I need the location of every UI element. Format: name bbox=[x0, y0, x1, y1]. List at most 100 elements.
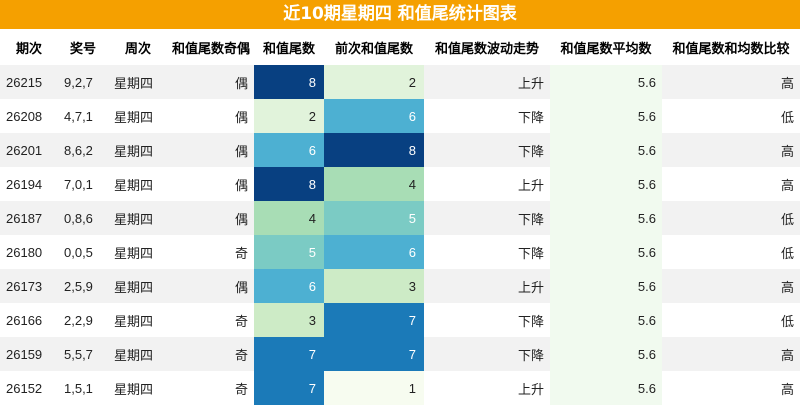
table-row: 26194 7,0,1 星期四 偶 8 4 上升 5.6 高 bbox=[0, 167, 800, 201]
table-body: 26215 9,2,7 星期四偶 8 2 上升 5.6 高 26208 4,7,1 星期四偶 2 6 下降… bbox=[0, 65, 800, 405]
col-header-parity: 和值尾数奇偶 bbox=[168, 29, 254, 65]
cell-numbers: 9,2,7 bbox=[58, 65, 108, 99]
cell-weekday: 星期四 bbox=[108, 201, 168, 235]
table-row: 26187 0,8,6 星期四偶 4 5 下降 5.6 低 bbox=[0, 201, 800, 235]
cell-avg: 5.6 bbox=[550, 337, 662, 371]
cell-period: 26159 bbox=[0, 337, 58, 371]
cell-numbers: 1,5,1 bbox=[64, 380, 93, 396]
cell-weekday: 星期四 bbox=[114, 313, 154, 329]
cell-avg: 5.6 bbox=[550, 201, 662, 235]
col-header-prev-tail: 前次和值尾数 bbox=[324, 29, 424, 65]
cell-parity: 奇 bbox=[234, 381, 248, 397]
cell-numbers: 2,5,9 bbox=[58, 269, 108, 303]
cell-trend: 上升 bbox=[424, 65, 550, 99]
cell-period: 26180 bbox=[6, 244, 43, 260]
cell-weekday: 星期四 bbox=[114, 245, 154, 261]
cell-parity: 奇 bbox=[234, 313, 248, 329]
cell-numbers: 0,0,5 bbox=[64, 244, 93, 260]
cell-prev-tail: 6 bbox=[324, 235, 424, 269]
cell-period: 26194 bbox=[6, 176, 43, 192]
cell-trend: 上升 bbox=[517, 177, 544, 193]
cell-period: 26173 bbox=[0, 269, 58, 303]
cell-avg: 5.6 bbox=[550, 99, 662, 133]
cell-period: 26152 bbox=[6, 380, 43, 396]
cell-weekday: 星期四 bbox=[108, 337, 168, 371]
cell-avg: 5.6 bbox=[550, 167, 662, 201]
cell-compare: 高 bbox=[662, 337, 800, 371]
cell-numbers: 0,8,6 bbox=[58, 201, 108, 235]
cell-compare: 高 bbox=[780, 177, 794, 193]
cell-period: 26201 bbox=[0, 133, 58, 167]
cell-weekday: 星期四 bbox=[114, 381, 154, 397]
cell-prev-tail: 2 bbox=[324, 65, 424, 99]
table-row: 26166 2,2,9 星期四 奇 3 7 下降 5.6 低 bbox=[0, 303, 800, 337]
cell-prev-tail: 1 bbox=[324, 371, 424, 405]
col-header-tail: 和值尾数 bbox=[254, 29, 324, 65]
cell-tail: 6 bbox=[254, 133, 324, 167]
table-row: 26208 4,7,1 星期四 偶 2 6 下降 5.6 低 bbox=[0, 99, 800, 133]
cell-trend: 下降 bbox=[517, 109, 544, 125]
cell-compare: 低 bbox=[780, 245, 794, 261]
cell-parity: 偶 bbox=[168, 65, 254, 99]
cell-numbers: 7,0,1 bbox=[64, 176, 93, 192]
cell-compare: 低 bbox=[780, 313, 794, 329]
cell-trend: 下降 bbox=[424, 201, 550, 235]
table-row: 26152 1,5,1 星期四 奇 7 1 上升 5.6 高 bbox=[0, 371, 800, 405]
cell-weekday: 星期四 bbox=[114, 109, 154, 125]
cell-parity: 奇 bbox=[234, 245, 248, 261]
cell-tail: 7 bbox=[254, 371, 324, 405]
cell-prev-tail: 7 bbox=[324, 337, 424, 371]
table-row: 26173 2,5,9 星期四偶 6 3 上升 5.6 高 bbox=[0, 269, 800, 303]
cell-tail: 6 bbox=[254, 269, 324, 303]
cell-trend: 上升 bbox=[517, 381, 544, 397]
col-header-period: 期次 bbox=[0, 29, 58, 65]
cell-weekday: 星期四 bbox=[108, 65, 168, 99]
cell-period: 26208 bbox=[6, 108, 43, 124]
cell-avg: 5.6 bbox=[550, 269, 662, 303]
cell-avg: 5.6 bbox=[550, 235, 662, 269]
cell-prev-tail: 7 bbox=[324, 303, 424, 337]
cell-numbers: 4,7,1 bbox=[64, 108, 93, 124]
cell-parity: 偶 bbox=[234, 109, 248, 125]
cell-compare: 低 bbox=[780, 109, 794, 125]
col-header-numbers: 奖号 bbox=[58, 29, 108, 65]
cell-avg: 5.6 bbox=[550, 303, 662, 337]
cell-trend: 下降 bbox=[424, 133, 550, 167]
cell-trend: 下降 bbox=[517, 245, 544, 261]
cell-tail: 5 bbox=[254, 235, 324, 269]
col-header-trend: 和值尾数波动走势 bbox=[424, 29, 550, 65]
cell-tail: 2 bbox=[254, 99, 324, 133]
cell-compare: 低 bbox=[662, 201, 800, 235]
cell-numbers: 2,2,9 bbox=[64, 312, 93, 328]
cell-parity: 偶 bbox=[168, 269, 254, 303]
cell-parity: 偶 bbox=[168, 201, 254, 235]
cell-period: 26187 bbox=[0, 201, 58, 235]
cell-numbers: 5,5,7 bbox=[58, 337, 108, 371]
header-row: 期次 奖号 周次 和值尾数奇偶 和值尾数 前次和值尾数 和值尾数波动走势 和值尾… bbox=[0, 29, 800, 65]
col-header-weekday: 周次 bbox=[108, 29, 168, 65]
col-header-avg: 和值尾数平均数 bbox=[550, 29, 662, 65]
chart-title: 近10期星期四 和值尾统计图表 bbox=[0, 0, 800, 29]
cell-trend: 上升 bbox=[424, 269, 550, 303]
cell-compare: 高 bbox=[662, 133, 800, 167]
cell-compare: 高 bbox=[662, 65, 800, 99]
cell-prev-tail: 3 bbox=[324, 269, 424, 303]
stats-table: 期次 奖号 周次 和值尾数奇偶 和值尾数 前次和值尾数 和值尾数波动走势 和值尾… bbox=[0, 29, 800, 405]
cell-prev-tail: 5 bbox=[324, 201, 424, 235]
cell-tail: 4 bbox=[254, 201, 324, 235]
table-row: 26180 0,0,5 星期四 奇 5 6 下降 5.6 低 bbox=[0, 235, 800, 269]
cell-parity: 奇 bbox=[168, 337, 254, 371]
table-row: 26201 8,6,2 星期四偶 6 8 下降 5.6 高 bbox=[0, 133, 800, 167]
cell-parity: 偶 bbox=[168, 133, 254, 167]
cell-tail: 3 bbox=[254, 303, 324, 337]
cell-period: 26166 bbox=[6, 312, 43, 328]
cell-parity: 偶 bbox=[234, 177, 248, 193]
cell-prev-tail: 4 bbox=[324, 167, 424, 201]
cell-trend: 下降 bbox=[424, 337, 550, 371]
cell-tail: 7 bbox=[254, 337, 324, 371]
cell-avg: 5.6 bbox=[550, 133, 662, 167]
cell-weekday: 星期四 bbox=[114, 177, 154, 193]
cell-period: 26215 bbox=[0, 65, 58, 99]
cell-avg: 5.6 bbox=[550, 65, 662, 99]
table-row: 26215 9,2,7 星期四偶 8 2 上升 5.6 高 bbox=[0, 65, 800, 99]
